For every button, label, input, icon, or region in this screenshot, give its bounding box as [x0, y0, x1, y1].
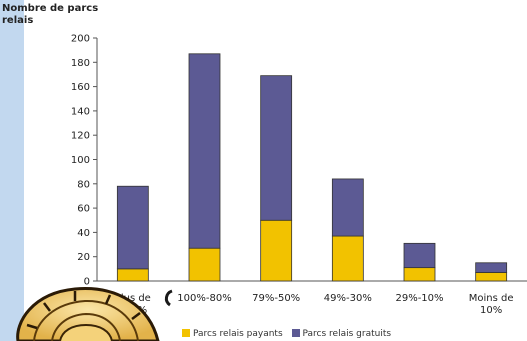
bar-gratuits-3 [331, 178, 364, 237]
legend-label-payants: Parcs relais payants [193, 329, 283, 339]
bar-gratuits-4 [403, 242, 436, 269]
bar-gratuits-0 [116, 185, 149, 270]
y-tick-label-40: 40 [77, 228, 90, 239]
y-tick-label-100: 100 [71, 155, 90, 166]
x-tick-label-5: Moins de 10% [469, 293, 514, 316]
bar-payants-4 [403, 267, 436, 282]
bar-payants-0 [116, 268, 149, 282]
x-tick-label-3: 49%-30% [324, 293, 372, 304]
y-tick-label-160: 160 [71, 82, 90, 93]
y-axis-title: Nombre de parcs relais [2, 3, 99, 26]
y-tick-label-180: 180 [71, 58, 90, 69]
legend-label-gratuits: Parcs relais gratuits [302, 329, 392, 339]
y-tick-label-80: 80 [77, 179, 90, 190]
legend-item-payants: Parcs relais payants [182, 329, 286, 339]
legend-swatch-gratuits [291, 329, 300, 337]
bar-gratuits-1 [188, 53, 221, 249]
rosette-icon [16, 287, 173, 341]
legend-item-gratuits: Parcs relais gratuits [291, 329, 392, 339]
bar-payants-5 [475, 272, 508, 282]
bar-gratuits-5 [475, 262, 508, 273]
bar-gratuits-2 [260, 75, 293, 221]
y-tick-label-200: 200 [71, 34, 90, 45]
y-tick-label-20: 20 [77, 252, 90, 263]
legend-swatch-payants [182, 329, 190, 337]
y-tick-label-140: 140 [71, 106, 90, 117]
bar-payants-1 [188, 247, 221, 282]
chart-legend: Parcs relais payants Parcs relais gratui… [182, 329, 397, 339]
y-tick-label-120: 120 [71, 131, 90, 142]
bar-payants-2 [260, 219, 293, 282]
x-tick-label-4: 29%-10% [395, 293, 443, 304]
bar-payants-3 [331, 235, 364, 282]
x-tick-label-1: 100%-80% [177, 293, 231, 304]
x-tick-label-2: 79%-50% [252, 293, 300, 304]
y-tick-label-0: 0 [84, 277, 90, 288]
y-tick-label-60: 60 [77, 204, 90, 215]
